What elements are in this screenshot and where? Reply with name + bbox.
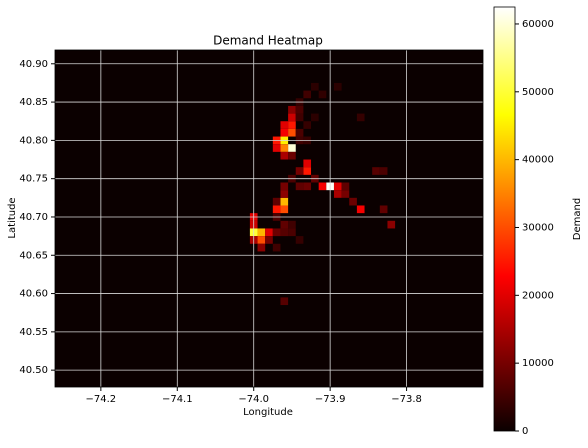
colorbar-tick-label: 50000 (522, 87, 554, 98)
heatmap-cell (356, 113, 365, 122)
heatmap-cell (280, 228, 289, 237)
heatmap-cell (333, 82, 342, 91)
colorbar-label: Demand (572, 198, 583, 240)
colorbar-tick-label: 20000 (522, 290, 554, 301)
heatmap-cell (295, 182, 304, 191)
heatmap-cell (280, 205, 289, 214)
plot-area (55, 50, 483, 387)
heatmap-cell (288, 121, 296, 129)
y-tick-label: 40.75 (19, 174, 48, 185)
heatmap-cell (288, 220, 296, 229)
heatmap-cell (341, 190, 350, 198)
heatmap-cell (387, 220, 396, 229)
heatmap-cell (272, 144, 281, 152)
y-tick-label: 40.90 (19, 59, 48, 70)
colorbar-tick-label: 0 (522, 426, 528, 437)
heatmap-cell (356, 205, 365, 214)
heatmap-cell (280, 121, 289, 129)
heatmap-cell (288, 151, 296, 160)
heatmap-cell (379, 167, 388, 175)
heatmap-cell (303, 182, 312, 191)
heatmap-cell (280, 182, 289, 191)
x-tick-label: −73.8 (391, 394, 422, 405)
heatmap-cell (272, 197, 281, 206)
heatmap-cell (288, 113, 296, 122)
heatmap-cell (303, 90, 312, 99)
y-tick-label: 40.55 (19, 327, 48, 338)
x-tick-label: −73.9 (315, 394, 346, 405)
plot-frame (54, 49, 484, 388)
heatmap-cell (257, 228, 266, 237)
y-axis-label: Latitude (7, 197, 18, 238)
heatmap-cell (303, 159, 312, 168)
x-axis-label: Longitude (243, 407, 293, 418)
heatmap-cell (295, 113, 304, 122)
heatmap-cell (341, 182, 350, 191)
y-tick-label: 40.85 (19, 97, 48, 108)
heatmap-cell (257, 236, 266, 244)
heatmap-cell (272, 205, 281, 214)
heatmap-cell (280, 128, 289, 137)
heatmap-cell (265, 228, 273, 237)
chart-title: Demand Heatmap (213, 34, 323, 48)
heatmap-cell (379, 205, 388, 214)
heatmap-cell (303, 167, 312, 175)
heatmap-cell (333, 190, 342, 198)
x-tick-label: −74.2 (86, 394, 117, 405)
colorbar-tick-label: 10000 (522, 358, 554, 369)
heatmap-cell (272, 228, 281, 237)
heatmap-cell (257, 243, 266, 252)
y-tick-label: 40.50 (19, 365, 48, 376)
heatmap-cell (280, 197, 289, 206)
x-tick-label: −74.0 (238, 394, 269, 405)
heatmap-cell (280, 151, 289, 160)
heatmap-cell (318, 182, 327, 191)
heatmap-cell (295, 105, 304, 114)
heatmap-cell (280, 144, 289, 152)
heatmap-cell (272, 243, 281, 252)
y-tick-label: 40.80 (19, 135, 48, 146)
y-tick-label: 40.65 (19, 250, 48, 261)
heatmap-cell (288, 128, 296, 137)
colorbar-tick-label: 40000 (522, 155, 554, 166)
heatmap-cell (280, 190, 289, 198)
heatmap-cell (288, 144, 296, 152)
heatmap-cell (349, 197, 357, 206)
y-tick-label: 40.60 (19, 289, 48, 300)
heatmap-cell (333, 182, 342, 191)
heatmap-cell (372, 167, 380, 175)
colorbar (493, 6, 516, 432)
x-tick-label: −74.1 (162, 394, 193, 405)
heatmap-cell (288, 105, 296, 114)
heatmap-cell (318, 90, 327, 99)
colorbar-tick-label: 60000 (522, 19, 554, 30)
heatmap-cell (311, 113, 319, 122)
heatmap-cell (265, 236, 273, 244)
heatmap-cell (295, 167, 304, 175)
heatmap-cell (311, 82, 319, 91)
heatmap-cell (295, 236, 304, 244)
heatmap-cell (295, 128, 304, 137)
heatmap-cell (303, 121, 312, 129)
heatmap-cell (280, 297, 289, 306)
heatmap-cell (288, 228, 296, 237)
y-tick-label: 40.70 (19, 212, 48, 223)
colorbar-tick-label: 30000 (522, 222, 554, 233)
heatmap-cell (280, 220, 289, 229)
